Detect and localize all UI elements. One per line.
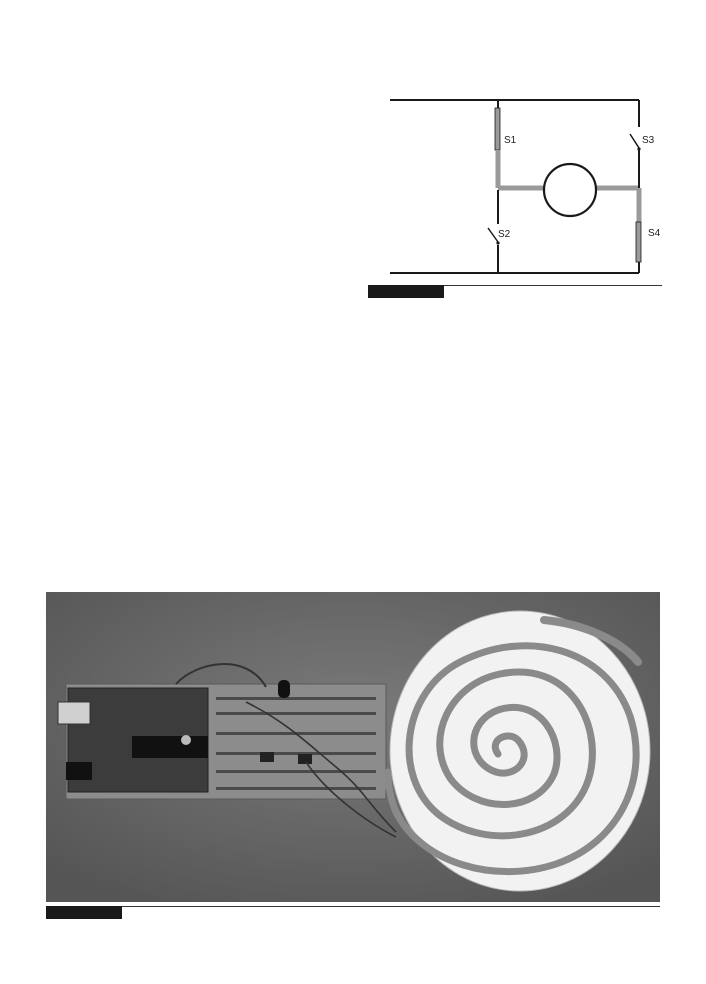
switch-s3	[629, 133, 640, 149]
h-bridge-schematic	[390, 99, 642, 274]
switch-label-s4: S4	[648, 228, 661, 239]
figure1-caption-rule	[444, 285, 662, 286]
switch-s1	[494, 107, 501, 151]
circuit-photo-illustration	[46, 592, 660, 902]
switch-s2	[487, 227, 499, 243]
figure2-caption-rule	[122, 906, 660, 907]
circuit-photo-figure	[46, 592, 660, 922]
spiral-trace	[384, 642, 640, 876]
motor-symbol	[542, 162, 598, 218]
figure1-caption-bar	[368, 285, 444, 298]
figure2-caption-bar	[46, 906, 122, 919]
circuit-photo	[46, 592, 660, 902]
switch-label-s1: S1	[504, 135, 517, 146]
switch-label-s3: S3	[642, 135, 655, 146]
switch-s4	[635, 221, 642, 263]
h-bridge-diagram: S1 S2 S3 S4	[362, 90, 662, 302]
switch-label-s2: S2	[498, 229, 511, 240]
